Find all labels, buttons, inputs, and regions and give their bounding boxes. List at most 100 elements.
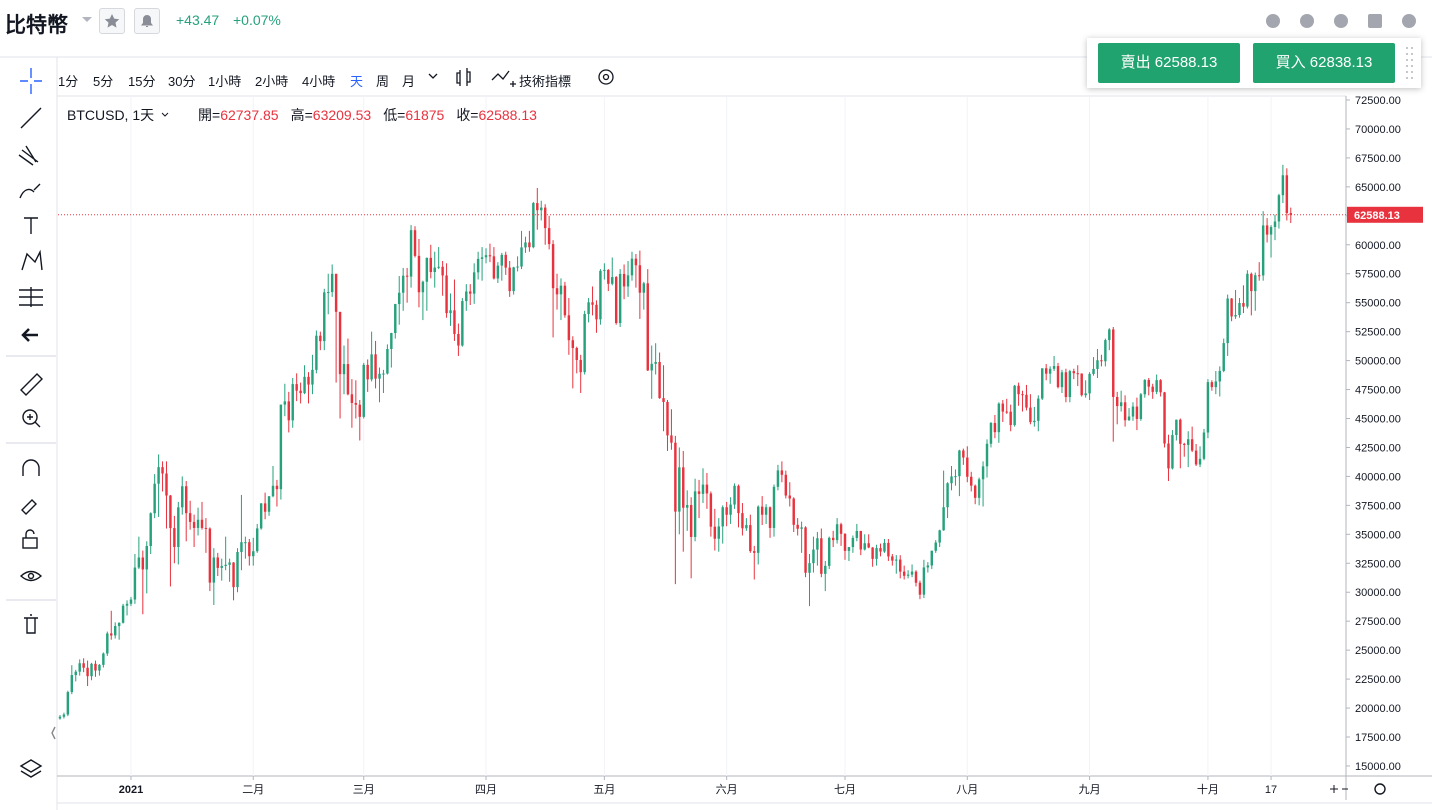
candle-body [914,571,918,583]
candle-body [1171,435,1174,469]
candle-body [784,474,788,496]
candle-body [528,242,531,248]
candle-body [634,258,638,266]
trash-icon [24,614,38,634]
sell-button[interactable]: 賣出 62588.13 [1098,43,1240,83]
candle-body [113,626,117,636]
x-tick-label: 二月 [242,784,264,796]
zoom-icon [22,409,38,425]
settings-icon[interactable] [598,69,614,85]
x-tick-label: 九月 [1079,783,1101,796]
left-toolbar [6,68,1386,795]
candle-body [1088,373,1091,394]
favorite-button[interactable] [99,8,125,34]
indicator-icon[interactable] [491,70,516,87]
interval-button[interactable]: 天 [350,74,364,89]
interval-button[interactable]: 2小時 [255,74,289,89]
candle-body [603,269,606,271]
candle-body [244,542,247,544]
candle-body [993,423,997,433]
interval-button[interactable]: 30分 [168,74,196,89]
buy-button[interactable]: 買入 62838.13 [1253,43,1395,83]
interval-button[interactable]: 1小時 [208,74,242,89]
candle-body [228,562,231,565]
alert-button[interactable] [134,8,160,34]
candle-body [169,495,172,529]
candle-body [362,364,365,417]
interval-button[interactable]: 1分 [58,74,79,89]
drag-handle[interactable] [1405,44,1415,82]
layers-icon [19,759,43,778]
candle-body [236,552,239,588]
candle-body [910,571,914,575]
candle-body [792,498,795,525]
icon[interactable] [1300,14,1314,28]
y-tick-label: 45000.00 [1355,414,1401,426]
candle-body [1017,385,1020,395]
candle-body [1246,273,1249,307]
candle-body [354,402,358,405]
interval-button[interactable]: 4小時 [302,74,336,89]
settings-icon[interactable] [1374,783,1386,795]
candle-body [930,550,934,566]
candle-body [626,275,630,287]
y-tick-label: 47500.00 [1355,385,1401,397]
candle-body [827,537,831,566]
interval-button[interactable]: 月 [402,74,416,89]
candle-body [110,633,113,636]
candle-body [70,675,74,693]
settings-icon[interactable] [602,73,610,81]
interval-button[interactable]: 5分 [93,74,114,89]
icon[interactable] [1266,14,1280,28]
zoom-controls[interactable] [1330,785,1348,793]
candle-body [437,266,440,268]
candle-body [445,275,448,314]
indicators-button[interactable]: 技術指標 [519,74,572,89]
candle-body [847,547,851,551]
icon[interactable] [1402,14,1416,28]
icon[interactable] [1368,14,1382,28]
candle-body [465,291,468,302]
candle-body [398,292,401,305]
candle-body [252,551,255,557]
candle-body [812,549,815,564]
candle-body [780,470,784,475]
candle-body [1044,368,1048,374]
icon[interactable] [1334,14,1348,28]
dropdown-icon[interactable] [80,14,94,24]
candle-body [835,524,839,541]
candle-body [1257,275,1261,277]
candle-body [954,476,957,478]
candle-type-icon[interactable] [456,68,471,86]
candle-body [824,565,827,574]
candle-body [1143,379,1147,395]
candle-body [1139,394,1143,419]
candle-body [772,486,776,528]
candle-body [1265,225,1269,235]
candle-body [946,483,949,508]
candle-body [820,538,823,574]
candle-body [1119,402,1123,407]
candle-body [1238,303,1241,316]
candle-body [299,390,302,394]
candle-body [1210,382,1214,388]
measure-icon [19,287,43,307]
candle-body [808,563,811,573]
candle-body [642,283,646,293]
y-tick-label: 65000.00 [1355,182,1401,194]
candle-body [1076,373,1079,375]
dropdown-icon[interactable] [428,73,438,79]
interval-button[interactable]: 周 [376,74,390,89]
candle-body [1052,366,1056,369]
ohlc-legend: BTCUSD, 1天 開= 62737.85 高= 63209.53 低= 61875 收=… [67,107,537,123]
candle-body [749,525,752,552]
candle-body [117,622,121,627]
interval-button[interactable]: 15分 [128,74,156,89]
y-tick-label: 55000.00 [1355,298,1401,310]
candle-body [551,244,555,289]
candle-body [816,538,819,550]
candle-body [500,254,504,266]
candle-body [891,556,894,561]
candle-body [863,543,866,550]
candle-body [346,364,350,395]
